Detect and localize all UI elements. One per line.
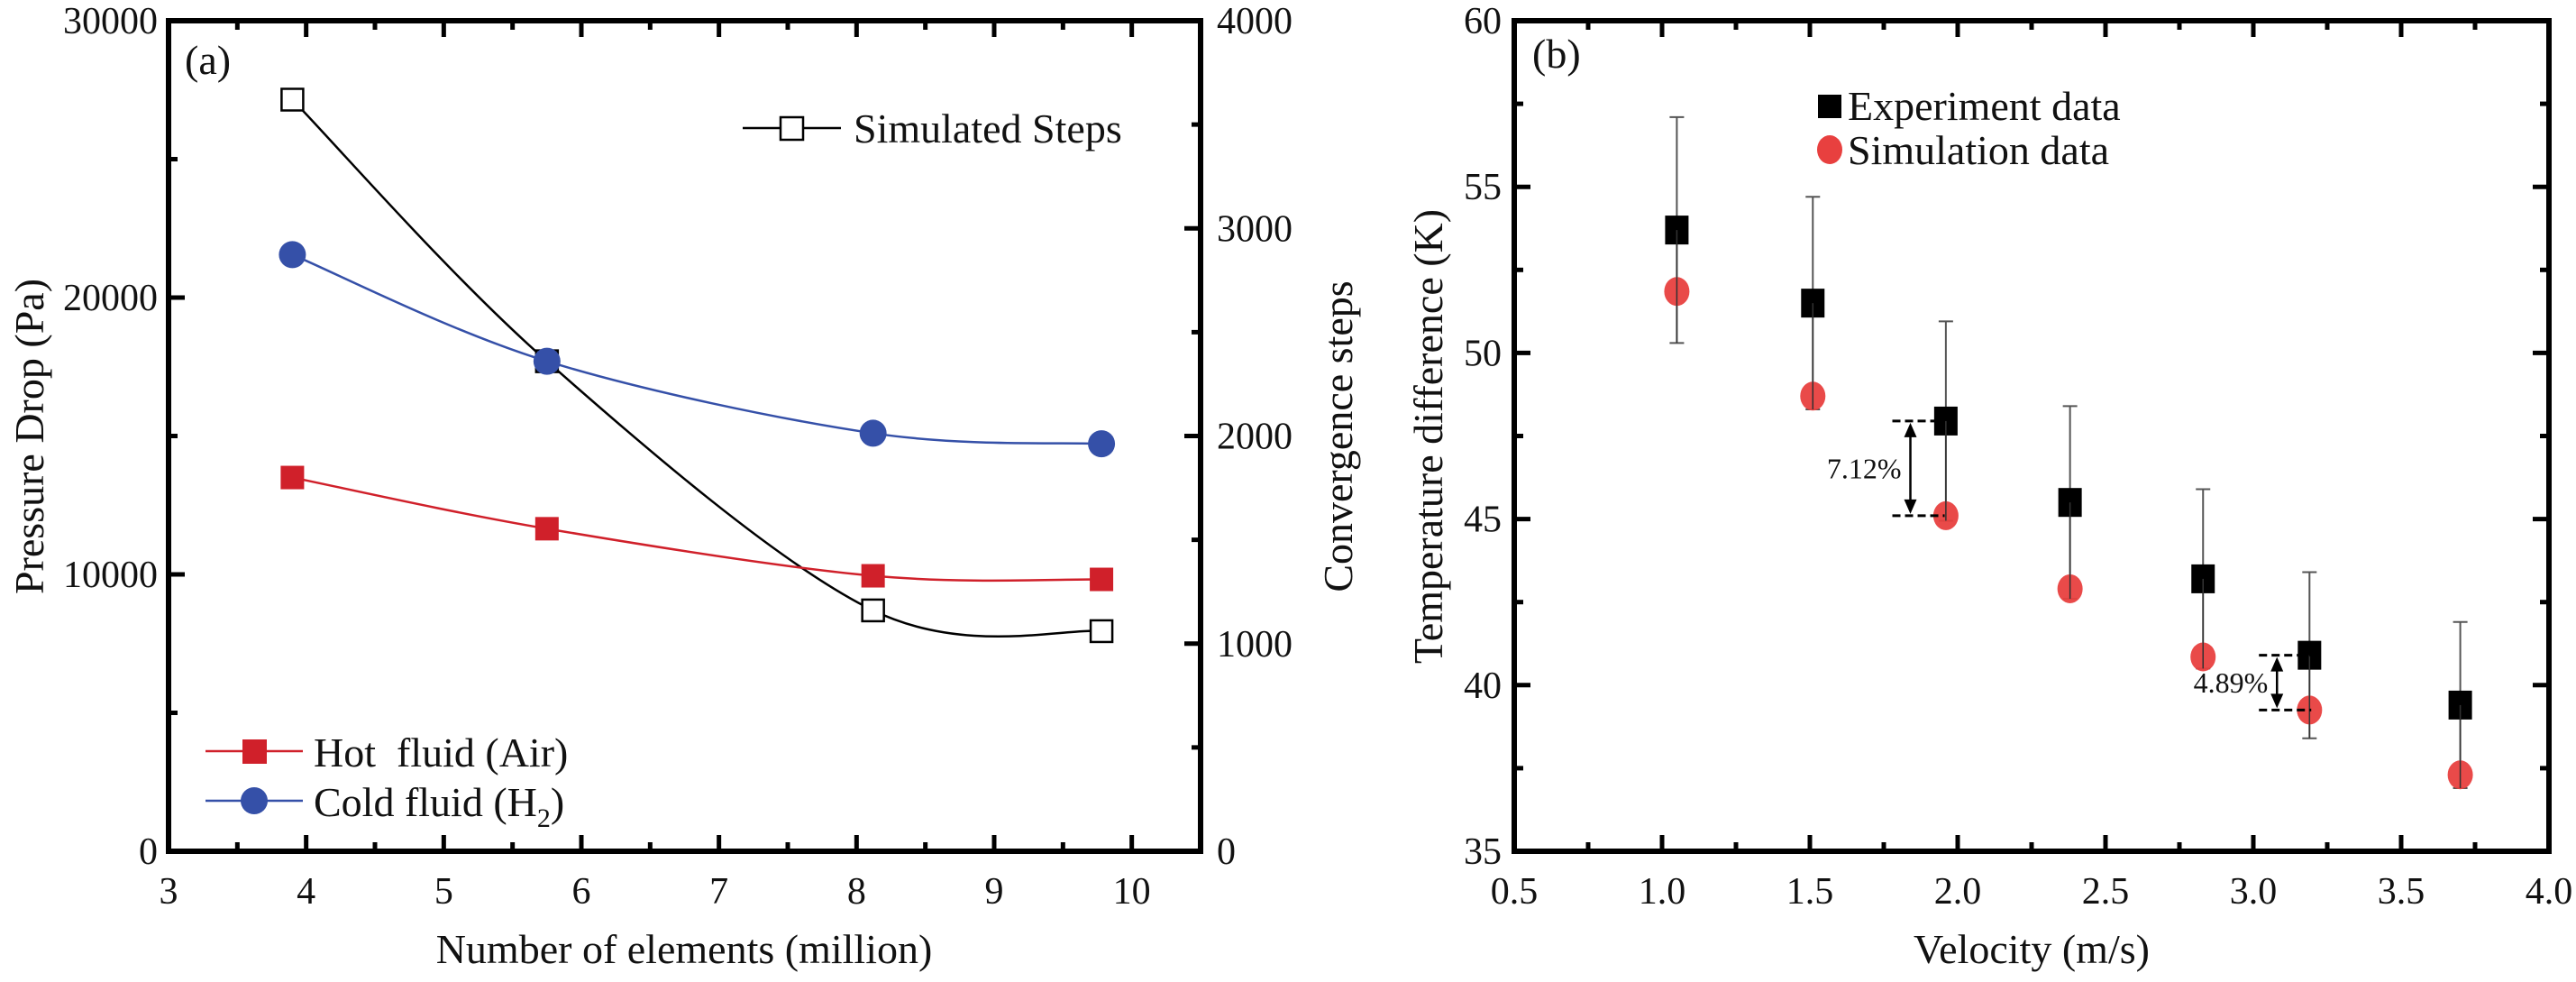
data-point-circle [1088, 430, 1116, 458]
y-tick-label: 30000 [63, 1, 158, 42]
data-point-square [280, 465, 305, 490]
panel-b-annotations: 7.12% 4.89% [1827, 419, 2312, 711]
data-point-circle [859, 419, 887, 447]
x-tick-label: 7 [709, 871, 728, 913]
x-tick-label: 5 [434, 871, 453, 913]
annotation-label: 7.12% [1827, 452, 1902, 484]
legend-label: Hot fluid (Air) [314, 730, 568, 776]
y-tick-label: 45 [1464, 500, 1502, 541]
legend-cold-fluid: Cold fluid (H2) [206, 779, 564, 833]
x-tick-label: 10 [1113, 871, 1151, 913]
panel-b-y-axis-title: Temperature difference (K) [1405, 209, 1451, 664]
x-tick-label: 3.5 [2378, 871, 2425, 913]
legend-label-main: Cold fluid (H [314, 779, 537, 825]
x-tick-label: 4 [297, 871, 315, 913]
data-point-circle [279, 241, 306, 269]
panel-a-chart: 3 4 5 6 7 8 9 10 0 10000 20000 30000 0 1000 2000 3000 40… [6, 1, 1361, 972]
series-line [291, 98, 1102, 638]
legend-experiment-data: Experiment data [1818, 83, 2121, 129]
legend-simulated-steps: Simulated Steps [743, 106, 1122, 151]
x-tick-label: 2.5 [2082, 871, 2130, 913]
x-tick-label: 9 [985, 871, 1004, 913]
y2-tick-label: 4000 [1217, 1, 1293, 42]
y-tick-label: 55 [1464, 167, 1502, 208]
y-tick-label: 50 [1464, 333, 1502, 374]
panel-a-label: (a) [185, 37, 231, 83]
x-tick-label: 0.5 [1491, 871, 1539, 913]
legend-circle-marker [241, 787, 268, 814]
y2-tick-label: 0 [1217, 831, 1236, 873]
annotation-arrow-head-up [1904, 422, 1917, 437]
annotation-arrow-head-down [1904, 499, 1917, 514]
x-tick-label: 3 [160, 871, 178, 913]
annotation-arrow-head-up [2270, 656, 2284, 672]
x-tick-label: 4.0 [2526, 871, 2573, 913]
y-tick-label: 20000 [63, 278, 158, 319]
legend-simulation-data: Simulation data [1817, 127, 2109, 173]
legend-hot-fluid: Hot fluid (Air) [206, 730, 568, 776]
x-tick-label: 3.0 [2230, 871, 2278, 913]
legend-label-suffix: ) [551, 779, 564, 825]
annotation-label: 4.89% [2194, 666, 2269, 699]
x-tick-label: 2.0 [1934, 871, 1982, 913]
panel-a-y2-axis-title: Convergence steps [1315, 280, 1361, 592]
y-tick-label: 0 [139, 831, 158, 873]
legend-open-square-marker [779, 115, 805, 142]
data-point-square [1090, 567, 1114, 592]
panel-b-ticks: 0.5 1.0 1.5 2.0 2.5 3.0 3.5 4.0 35 40 45 50 55 60 [1464, 1, 2572, 913]
x-tick-label: 6 [572, 871, 591, 913]
data-point-open-square [1089, 619, 1114, 644]
y-tick-label: 40 [1464, 665, 1502, 707]
panel-b-marks [1664, 115, 2473, 790]
panel-a-x-axis-title: Number of elements (million) [436, 926, 933, 972]
legend-label: Simulation data [1848, 127, 2109, 173]
x-tick-label: 1.0 [1639, 871, 1686, 913]
panel-b-label: (b) [1532, 31, 1581, 77]
legend-square-marker [242, 739, 267, 764]
y2-tick-label: 1000 [1217, 624, 1293, 665]
legend-label: Simulated Steps [854, 106, 1122, 151]
panel-a-y-axis-title: Pressure Drop (Pa) [6, 279, 52, 594]
y-tick-label: 60 [1464, 1, 1502, 42]
annotation-arrow-head-down [2270, 693, 2284, 709]
legend-square-marker [1818, 95, 1841, 118]
data-point-square [534, 517, 559, 541]
panel-a-marks [279, 87, 1116, 644]
y2-tick-label: 2000 [1217, 417, 1293, 458]
panel-b-x-axis-title: Velocity (m/s) [1914, 926, 2150, 972]
data-point-square [861, 564, 885, 588]
legend-label: Cold fluid (H2) [314, 779, 564, 833]
data-point-circle [533, 347, 561, 375]
series-line [291, 253, 1102, 445]
data-point-open-square [861, 598, 885, 623]
x-tick-label: 8 [847, 871, 866, 913]
y2-tick-label: 3000 [1217, 208, 1293, 250]
legend-label: Experiment data [1848, 83, 2121, 129]
panel-a-ticks: 3 4 5 6 7 8 9 10 0 10000 20000 30000 0 1000 2000 3000 40… [63, 1, 1293, 913]
legend-label-subscript: 2 [537, 803, 551, 833]
panel-b-chart: 0.5 1.0 1.5 2.0 2.5 3.0 3.5 4.0 35 40 45 50 55 60 (b)… [1405, 1, 2572, 972]
x-tick-label: 1.5 [1786, 871, 1834, 913]
legend-circle-marker [1817, 135, 1842, 164]
data-point-open-square [280, 87, 305, 112]
series-line [292, 476, 1102, 583]
y-tick-label: 35 [1464, 831, 1502, 873]
y-tick-label: 10000 [63, 555, 158, 596]
